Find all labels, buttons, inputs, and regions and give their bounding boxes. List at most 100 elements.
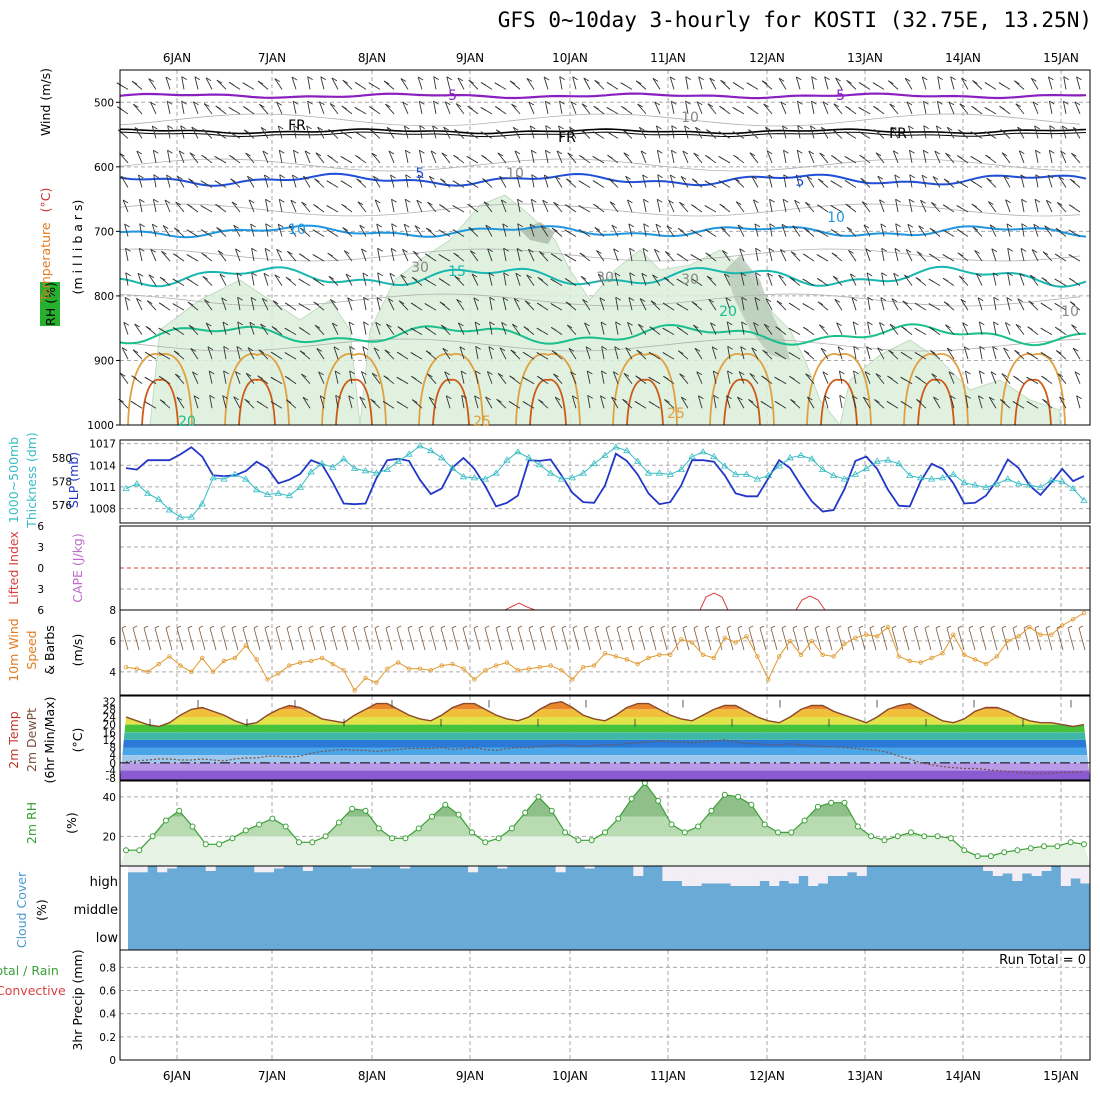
- wind-barb-flag: [662, 302, 669, 307]
- wind-barb: [165, 76, 171, 90]
- wind-barb: [190, 348, 199, 360]
- wind-barb-flag: [807, 396, 813, 401]
- wind-barb-flag: [176, 396, 183, 401]
- wind-barb: [135, 298, 143, 311]
- wind-barb: [937, 76, 941, 90]
- wind10m-marker: [766, 677, 771, 682]
- wind-barb-flag: [866, 346, 872, 350]
- wind-barb: [920, 200, 927, 213]
- wind-barb-flag: [592, 156, 598, 160]
- wind-barb: [349, 370, 353, 384]
- wind10m-barb-flag: [1045, 625, 1051, 629]
- wind-barb-flag: [845, 105, 851, 110]
- wind-barb-flag: [259, 103, 265, 108]
- wind-barb-flag: [569, 126, 575, 131]
- cloud-high-gap: [468, 866, 479, 873]
- wind-barb: [496, 398, 507, 409]
- wind-barb-flag: [905, 249, 912, 253]
- temperature-contour-30: [141, 378, 179, 426]
- wind-barb-flag: [432, 125, 438, 130]
- wind-barb-flag: [606, 107, 612, 111]
- wind10m-barb: [704, 627, 712, 651]
- wind10m-barb-flag: [737, 625, 743, 629]
- wind-barb-flag: [222, 321, 229, 326]
- wind-barb-flag: [864, 371, 871, 375]
- wind10m-barb-flag: [550, 625, 556, 629]
- wind-barb-flag: [1015, 324, 1022, 328]
- wind-barb: [277, 223, 283, 237]
- wind-barb-flag: [698, 395, 704, 400]
- wind-barb-flag: [458, 322, 464, 327]
- wind-barb: [486, 371, 493, 384]
- wind-barb: [836, 322, 843, 335]
- wind-barb: [516, 174, 521, 188]
- temperature-contour-25: [709, 353, 775, 426]
- wind-barb-flag: [558, 125, 564, 130]
- wind-barb-flag: [131, 375, 137, 380]
- wind-barb-flag: [312, 254, 319, 258]
- wind-tick-label: 4: [109, 667, 116, 679]
- wind-barb: [586, 370, 591, 384]
- wind-barb-flag: [950, 76, 956, 81]
- wind-barb-flag: [832, 129, 838, 134]
- wind-barb-flag: [867, 296, 873, 301]
- wind-barb-flag: [852, 321, 859, 326]
- wind-barb: [138, 248, 143, 262]
- wind10m-marker: [1049, 632, 1054, 637]
- wind10m-barb-flag: [561, 625, 567, 629]
- wind-barb: [768, 248, 773, 262]
- wind-barb: [531, 174, 535, 188]
- wind-barb-flag: [538, 251, 545, 255]
- wind-barb-flag: [362, 272, 369, 277]
- rh2m-marker: [1067, 839, 1074, 846]
- wind-barb: [931, 373, 941, 384]
- wind-barb-flag: [923, 100, 929, 105]
- wind10m-marker: [123, 665, 129, 670]
- wind-barb-flag: [235, 371, 241, 375]
- precip-label-2: Convective: [0, 983, 66, 998]
- wind-barb: [137, 273, 143, 286]
- wind-barb-flag: [1017, 298, 1024, 303]
- wind-barb: [819, 152, 829, 164]
- wind-barb-flag: [1019, 150, 1025, 155]
- wind-barb-flag: [704, 205, 711, 209]
- wind-barb: [446, 76, 451, 90]
- wind-barb: [895, 199, 899, 213]
- temp-tick-label: 24: [103, 712, 117, 724]
- wind10m-barb: [154, 627, 162, 651]
- temp-tick-label: -4: [106, 765, 117, 777]
- wind-barb: [782, 125, 787, 139]
- wind-barb-flag: [274, 78, 281, 82]
- wind-barb: [513, 298, 521, 311]
- wind-barb-flag: [551, 350, 558, 355]
- wind-barb: [763, 103, 773, 115]
- wind-barb-flag: [1015, 103, 1022, 108]
- wind-barb: [601, 346, 605, 360]
- wind-barb-flag: [181, 100, 187, 105]
- wind-barb: [222, 395, 227, 409]
- wind-barb-flag: [727, 370, 733, 375]
- wind-barb: [895, 223, 899, 237]
- wind-barb-flag: [538, 399, 544, 403]
- wind-barb: [720, 226, 731, 237]
- contour-label: 5: [796, 174, 805, 190]
- wind-barb: [794, 200, 801, 213]
- thickness-marker: [481, 475, 490, 482]
- wind-barb-flag: [529, 223, 536, 228]
- wind-barb: [889, 103, 899, 115]
- wind-barb-flag: [766, 150, 773, 155]
- wind-barb: [615, 321, 619, 335]
- wind-barb-flag: [888, 80, 894, 85]
- wind-barb: [121, 347, 129, 360]
- wind-barb: [307, 101, 311, 114]
- wind-barb-flag: [950, 395, 956, 400]
- wind-barb-flag: [1071, 324, 1077, 329]
- wind10m-marker: [493, 663, 499, 668]
- thickness-marker: [296, 483, 304, 490]
- wind-barb: [530, 199, 535, 213]
- wind-barb: [808, 150, 815, 164]
- rh2m-marker: [562, 829, 569, 836]
- wind-barb-flag: [724, 273, 730, 278]
- wind-barb-flag: [1017, 126, 1023, 131]
- top-day-label: 10JAN: [552, 51, 588, 65]
